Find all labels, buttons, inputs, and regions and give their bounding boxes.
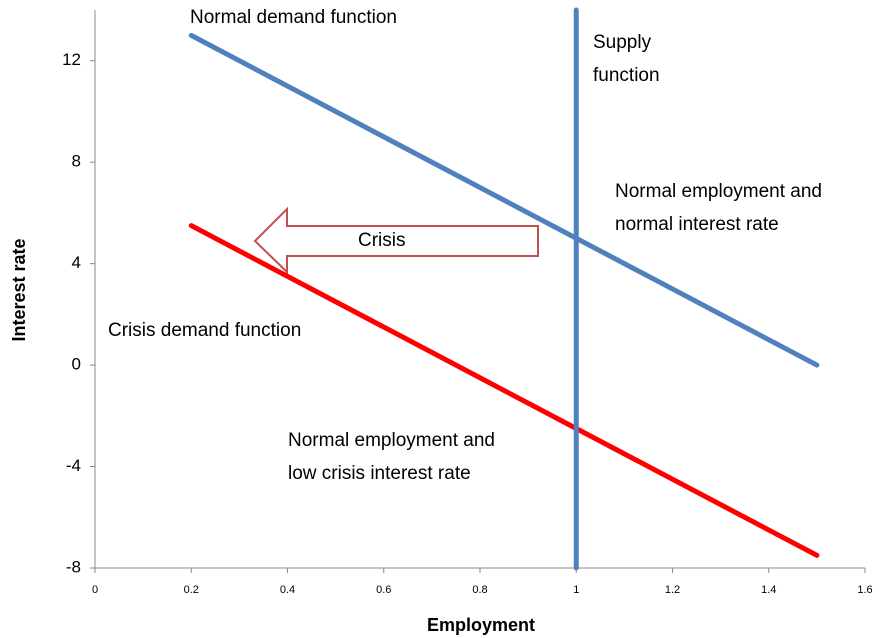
y-tick-label: 12 bbox=[62, 50, 81, 69]
x-tick-label: 1 bbox=[573, 584, 579, 596]
annotation: Supply bbox=[593, 32, 652, 53]
x-tick-label: 0.2 bbox=[184, 584, 199, 596]
annotation: normal interest rate bbox=[615, 214, 779, 235]
y-axis-label: Interest rate bbox=[9, 238, 29, 341]
y-tick-label: 4 bbox=[72, 253, 81, 272]
x-axis-label: Employment bbox=[427, 615, 535, 635]
annotation: Crisis demand function bbox=[108, 320, 301, 341]
annotation: function bbox=[593, 65, 660, 86]
y-tick-label: -4 bbox=[66, 456, 81, 475]
annotation: Crisis bbox=[358, 230, 406, 251]
annotation: low crisis interest rate bbox=[288, 463, 471, 484]
annotation: Normal employment and bbox=[615, 181, 822, 202]
x-tick-label: 0.4 bbox=[280, 584, 295, 596]
x-tick-label: 0.8 bbox=[472, 584, 487, 596]
series-line bbox=[188, 223, 820, 558]
y-tick-label: 8 bbox=[72, 152, 81, 171]
annotation: Normal employment and bbox=[288, 430, 495, 451]
x-tick-label: 1.6 bbox=[857, 584, 872, 596]
x-tick-label: 0 bbox=[92, 584, 98, 596]
x-tick-label: 0.6 bbox=[376, 584, 391, 596]
x-tick-label: 1.2 bbox=[665, 584, 680, 596]
x-tick-label: 1.4 bbox=[761, 584, 776, 596]
y-tick-label: 0 bbox=[72, 355, 81, 374]
series-line bbox=[188, 32, 820, 368]
crisis-arrow bbox=[253, 206, 539, 275]
annotation: Normal demand function bbox=[190, 7, 397, 28]
y-tick-label: -8 bbox=[66, 557, 81, 576]
